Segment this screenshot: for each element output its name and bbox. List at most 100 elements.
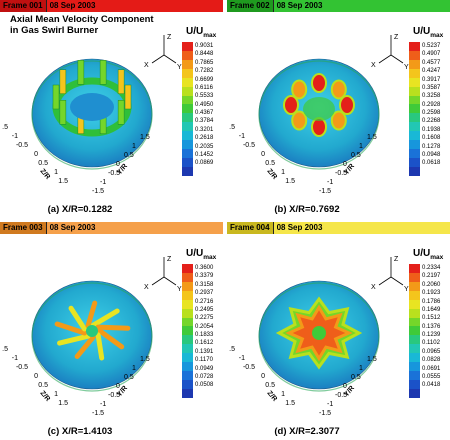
y-tick-label: 0 xyxy=(343,383,347,390)
z-tick-label: -0.5 xyxy=(16,142,28,149)
legend-value: 0.0869 xyxy=(195,160,214,167)
legend-value: 0.1608 xyxy=(422,135,441,142)
swirl-arm xyxy=(54,321,87,336)
surface-plot: -1.5-1-0.500.511.5-1.5-1-0.500.511.5Z/RY… xyxy=(229,34,409,195)
axis-triad-icon: Z X Y xyxy=(144,34,182,71)
frame-divider xyxy=(272,0,274,12)
legend-value: 0.1786 xyxy=(422,298,441,305)
y-tick-label: 0.5 xyxy=(351,374,361,381)
axes: -1.5-1-0.500.511.5-1.5-1-0.500.511.5Z/RY… xyxy=(229,124,377,195)
velocity-peak xyxy=(117,100,125,125)
legend-value: 0.3784 xyxy=(195,118,214,125)
legend-swatch xyxy=(182,86,193,96)
y-tick-label: -0.5 xyxy=(335,392,347,399)
legend-value: 0.3917 xyxy=(422,76,441,83)
legend-swatch xyxy=(182,140,193,150)
svg-text:Y: Y xyxy=(177,286,182,293)
legend-title-sub: max xyxy=(430,32,444,39)
z-tick-label: 0 xyxy=(261,151,265,158)
z-tick-label: 0.5 xyxy=(38,160,48,167)
legend-colorbar xyxy=(182,264,193,398)
legend-value: 0.0948 xyxy=(422,151,441,158)
legend-swatch xyxy=(182,299,193,309)
velocity-surface xyxy=(275,296,363,370)
legend-value: 0.3158 xyxy=(195,281,214,288)
legend-swatch xyxy=(409,335,420,345)
legend-value: 0.1452 xyxy=(195,151,214,158)
legend-swatch xyxy=(409,371,420,380)
legend-value: 0.1391 xyxy=(195,348,214,355)
y-tick-label: -1.5 xyxy=(92,188,104,195)
velocity-lobe xyxy=(291,79,308,100)
z-tick-label: 0.5 xyxy=(265,160,275,167)
frame-header: Frame 004 08 Sep 2003 xyxy=(227,222,450,234)
y-tick-label: 0 xyxy=(116,161,120,168)
legend-value: 0.7282 xyxy=(195,68,214,75)
svg-text:Y: Y xyxy=(404,64,409,71)
y-tick-label: -1 xyxy=(100,179,106,186)
legend-title: U/Umax xyxy=(413,26,443,39)
y-tick-label: -1 xyxy=(327,179,333,186)
z-tick-label: 1 xyxy=(54,391,58,398)
legend-value: 0.1170 xyxy=(195,357,213,364)
panel-2: Frame 002 08 Sep 2003 U/Umax 0.5237 0.490… xyxy=(227,0,450,218)
legend-swatch xyxy=(409,290,420,300)
legend-value: 0.3201 xyxy=(195,126,214,133)
legend-value: 0.2035 xyxy=(195,143,214,150)
plot-caption: (a) X/R=0.1282 xyxy=(47,204,113,215)
y-tick-label: -1.5 xyxy=(319,188,331,195)
velocity-peak xyxy=(117,69,125,94)
legend-value: 0.0949 xyxy=(195,365,214,372)
legend-value: 0.2054 xyxy=(195,323,214,330)
z-tick-label: -1.5 xyxy=(2,124,8,131)
legend-swatch xyxy=(409,353,420,363)
frame-divider xyxy=(45,222,47,234)
legend-value: 0.2268 xyxy=(422,118,441,125)
svg-text:Y: Y xyxy=(404,286,409,293)
legend-swatch xyxy=(182,122,193,132)
legend-swatch xyxy=(409,104,420,114)
y-tick-label: 1.5 xyxy=(367,134,377,141)
z-tick-label: -1.5 xyxy=(229,346,235,353)
legend-swatch xyxy=(409,299,420,309)
y-tick-label: 0.5 xyxy=(351,152,361,159)
legend-swatch xyxy=(182,371,193,380)
panel-4: Frame 004 08 Sep 2003 U/Umax 0.2334 0.219… xyxy=(227,222,450,440)
core-region xyxy=(312,326,326,340)
legend-value: 0.4247 xyxy=(422,68,441,75)
legend-swatch xyxy=(182,281,193,291)
y-tick-label: 0.5 xyxy=(124,374,134,381)
frame-label: Frame 003 xyxy=(0,222,46,234)
legend-swatch xyxy=(409,86,420,96)
frame-date: 08 Sep 2003 xyxy=(46,0,99,12)
legend-values: 0.9031 0.8448 0.7865 0.7282 0.6699 0.6116 0.55… xyxy=(195,42,222,176)
legend-swatch xyxy=(182,317,193,327)
panel-3: Frame 003 08 Sep 2003 U/Umax 0.3600 0.337… xyxy=(0,222,223,440)
frame-divider xyxy=(45,0,47,12)
velocity-lobe xyxy=(291,110,308,131)
frame-date: 08 Sep 2003 xyxy=(273,222,326,234)
frame-date: 08 Sep 2003 xyxy=(273,0,326,12)
surface-plot: -1.5-1-0.500.511.5-1.5-1-0.500.511.5Z/RY… xyxy=(229,256,409,417)
z-tick-label: 1.5 xyxy=(58,400,68,407)
velocity-peak xyxy=(59,69,67,94)
legend-title-main: U/U xyxy=(413,248,431,259)
legend-value: 0.1239 xyxy=(422,332,441,338)
frame-label: Frame 001 xyxy=(0,0,46,12)
swirl-arm xyxy=(68,305,87,332)
surface-plot: -1.5-1-0.500.511.5-1.5-1-0.500.511.5Z/RY… xyxy=(2,256,182,417)
legend-value: 0.0418 xyxy=(422,382,441,389)
z-tick-label: 1.5 xyxy=(285,400,295,407)
z-tick-label: -0.5 xyxy=(16,364,28,371)
legend-value: 0.1612 xyxy=(195,340,214,347)
velocity-lobe xyxy=(330,79,347,100)
swirl-arm xyxy=(95,332,105,361)
legend-swatch xyxy=(409,388,420,398)
legend-value: 0.1833 xyxy=(195,332,214,338)
frame-divider xyxy=(272,222,274,234)
legend-swatch xyxy=(409,317,420,327)
legend-value: 0.1512 xyxy=(422,315,441,322)
y-tick-label: 1 xyxy=(132,365,136,372)
legend-swatch xyxy=(409,68,420,78)
y-tick-label: -0.5 xyxy=(108,170,120,177)
